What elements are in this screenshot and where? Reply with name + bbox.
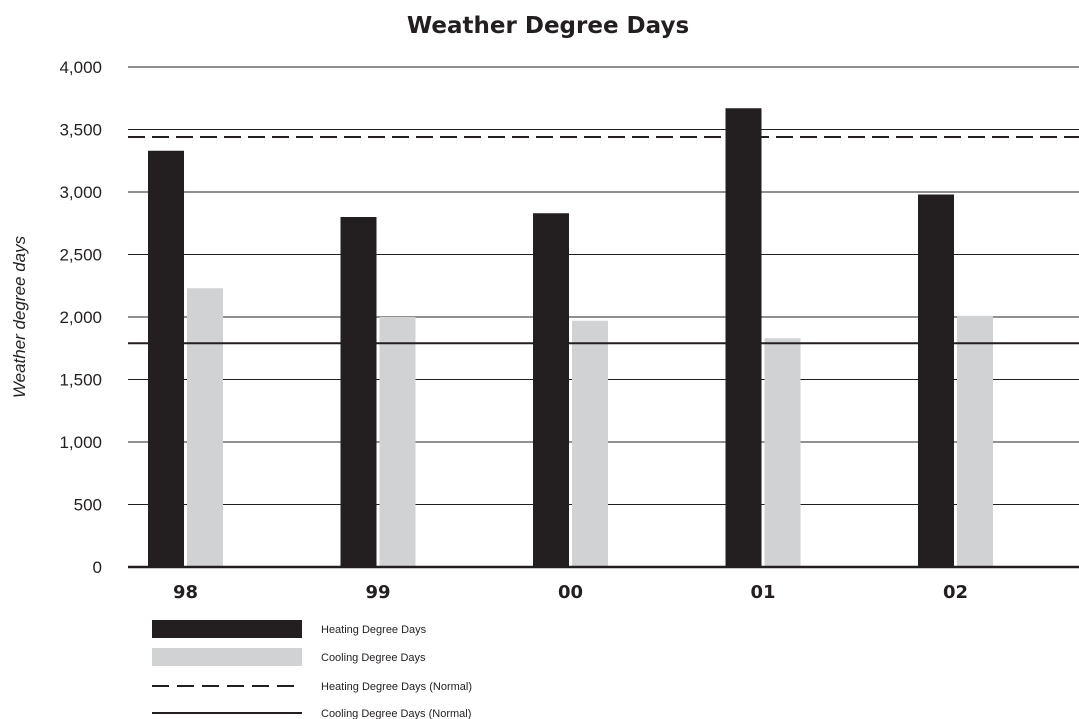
bar-cooling-99 [379,317,416,567]
y-tick-label: 1,000 [59,433,102,452]
y-tick-label: 4,000 [59,58,102,77]
legend-label: Heating Degree Days (Normal) [321,681,472,693]
legend-label: Cooling Degree Days [321,652,426,664]
bar-heating-00 [533,213,569,567]
bar-heating-98 [148,150,184,567]
legend-label: Heating Degree Days [321,624,427,636]
x-tick-label: 00 [558,582,583,603]
reference-lines [128,136,1079,345]
bar-cooling-98 [187,288,223,567]
legend-label: Cooling Degree Days (Normal) [321,708,471,719]
y-tick-labels: 0 500 1,000 1,500 2,000 2,500 3,000 3,500 4,000 [59,58,102,577]
legend-swatch-heating [152,620,302,638]
y-tick-label: 0 [93,558,102,577]
x-tick-labels: 98 99 00 01 02 [173,582,968,603]
bar-heating-99 [340,217,377,567]
bar-heating-02 [918,194,954,567]
x-tick-label: 98 [173,582,198,603]
legend: Heating Degree Days Cooling Degree Days He… [152,620,472,719]
y-axis-label: Weather degree days [10,235,29,398]
y-tick-label: 3,500 [59,121,102,140]
bar-heating-01 [725,108,762,567]
bars [148,108,993,567]
y-tick-label: 2,500 [59,246,102,265]
y-tick-label: 3,000 [59,183,102,202]
legend-swatch-cooling [152,648,302,666]
y-tick-label: 2,000 [59,308,102,327]
chart-title: Weather Degree Days [407,13,689,39]
x-tick-label: 99 [365,582,390,603]
x-tick-label: 02 [943,582,968,603]
bar-cooling-01 [764,338,801,567]
bar-cooling-02 [957,315,993,567]
x-tick-label: 01 [750,582,775,603]
bar-cooling-00 [572,320,608,567]
y-tick-label: 1,500 [59,371,102,390]
y-tick-label: 500 [74,496,102,515]
